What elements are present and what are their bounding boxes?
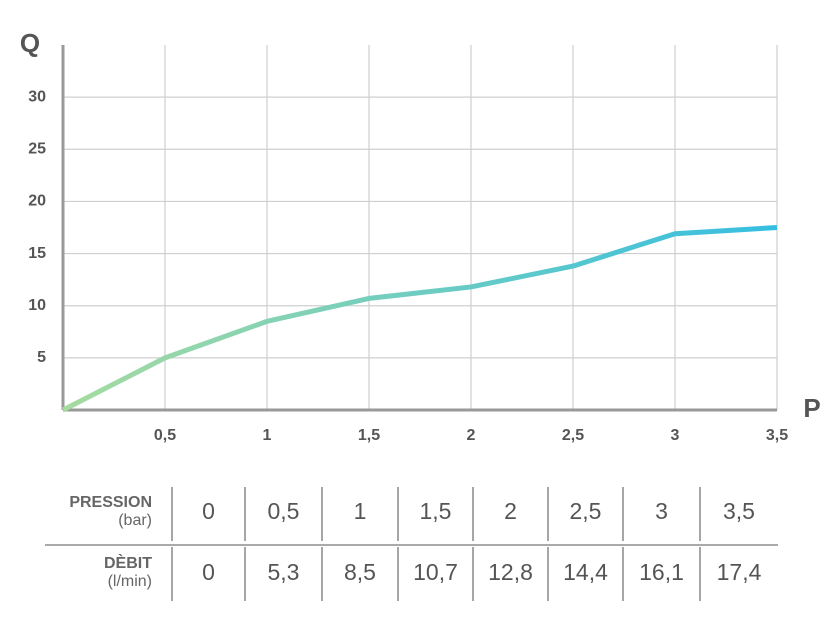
cell: 2 [504,498,517,524]
y-tick-label: 15 [28,245,46,262]
cell: 2,5 [570,498,602,524]
data-line [61,225,778,413]
x-tick-label: 1 [263,427,272,444]
cell: 0 [202,559,215,585]
row-unit: (l/min) [108,573,152,590]
y-tick-label: 20 [28,193,46,210]
row-label: PRESSION [69,494,152,511]
cell: 3,5 [723,498,755,524]
cell: 16,1 [639,559,684,585]
cell: 1,5 [420,498,452,524]
cell: 0 [202,498,215,524]
y-tick-label: 5 [37,349,46,366]
cell: 12,8 [488,559,533,585]
x-tick-label: 1,5 [358,427,380,444]
y-tick-label: 25 [28,141,46,158]
cell: 17,4 [717,559,762,585]
x-tick-label: 2 [467,427,476,444]
cell: 8,5 [344,559,376,585]
x-tick-label: 0,5 [154,427,176,444]
x-axis-label: P [803,393,820,423]
cell: 14,4 [563,559,608,585]
cell: 5,3 [268,559,300,585]
cell: 10,7 [413,559,458,585]
cell: 0,5 [268,498,300,524]
cell: 1 [354,498,367,524]
cell: 3 [655,498,668,524]
x-tick-label: 3,5 [766,427,788,444]
y-tick-label: 30 [28,88,46,105]
row-label: DÈBIT [104,553,152,572]
y-tick-label: 10 [28,297,46,314]
x-tick-label: 2,5 [562,427,584,444]
row-unit: (bar) [118,512,152,529]
x-tick-label: 3 [671,427,680,444]
y-axis-label: Q [20,28,40,58]
